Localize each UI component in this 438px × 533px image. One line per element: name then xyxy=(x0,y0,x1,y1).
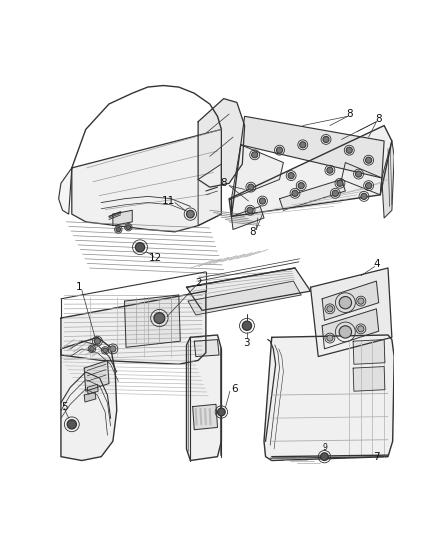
Text: 6: 6 xyxy=(231,384,238,394)
Circle shape xyxy=(110,346,116,352)
Circle shape xyxy=(218,408,225,416)
Circle shape xyxy=(298,182,304,189)
Polygon shape xyxy=(59,168,72,214)
Text: 1: 1 xyxy=(76,282,83,292)
Text: 8: 8 xyxy=(220,179,227,188)
Polygon shape xyxy=(382,141,394,218)
Text: 7: 7 xyxy=(373,451,380,462)
Polygon shape xyxy=(193,405,218,430)
Circle shape xyxy=(67,419,77,429)
Circle shape xyxy=(337,180,343,187)
Polygon shape xyxy=(231,206,264,230)
Circle shape xyxy=(116,227,120,232)
Polygon shape xyxy=(264,335,394,461)
Circle shape xyxy=(259,198,265,204)
Circle shape xyxy=(327,167,333,173)
Polygon shape xyxy=(231,145,283,199)
Circle shape xyxy=(339,296,352,309)
Polygon shape xyxy=(279,180,346,210)
Circle shape xyxy=(358,326,364,332)
Circle shape xyxy=(327,335,333,341)
Text: 9: 9 xyxy=(322,443,327,452)
Circle shape xyxy=(327,306,333,312)
Text: 11: 11 xyxy=(162,196,175,206)
Circle shape xyxy=(248,184,254,190)
Polygon shape xyxy=(241,116,384,178)
Circle shape xyxy=(247,207,253,213)
Circle shape xyxy=(321,453,328,461)
Text: 2: 2 xyxy=(195,278,201,288)
Polygon shape xyxy=(188,281,301,315)
Polygon shape xyxy=(322,281,379,320)
Circle shape xyxy=(361,193,367,199)
Circle shape xyxy=(300,142,306,148)
Polygon shape xyxy=(353,367,385,391)
Circle shape xyxy=(276,147,283,154)
Polygon shape xyxy=(342,163,382,195)
Circle shape xyxy=(356,171,362,177)
Polygon shape xyxy=(72,130,221,232)
Circle shape xyxy=(346,147,352,154)
Circle shape xyxy=(94,338,100,344)
Circle shape xyxy=(154,313,165,324)
Polygon shape xyxy=(229,126,392,216)
Text: 5: 5 xyxy=(61,401,67,411)
Circle shape xyxy=(358,298,364,304)
Circle shape xyxy=(135,243,145,252)
Polygon shape xyxy=(198,99,245,187)
Circle shape xyxy=(187,210,194,218)
Text: 3: 3 xyxy=(244,338,250,348)
Circle shape xyxy=(126,225,131,230)
Polygon shape xyxy=(84,360,109,391)
Polygon shape xyxy=(87,384,98,394)
Polygon shape xyxy=(124,295,180,348)
Circle shape xyxy=(251,152,258,158)
Polygon shape xyxy=(353,340,385,364)
Circle shape xyxy=(332,190,339,196)
Polygon shape xyxy=(198,164,221,225)
Polygon shape xyxy=(311,268,392,357)
Circle shape xyxy=(366,182,372,189)
Text: 8: 8 xyxy=(375,115,382,124)
Polygon shape xyxy=(322,309,379,349)
Polygon shape xyxy=(194,340,219,357)
Circle shape xyxy=(288,173,294,179)
Circle shape xyxy=(242,321,251,330)
Circle shape xyxy=(292,190,298,196)
Circle shape xyxy=(103,348,107,353)
Circle shape xyxy=(90,346,94,351)
Polygon shape xyxy=(84,392,96,402)
Circle shape xyxy=(323,136,329,142)
Text: 8: 8 xyxy=(346,109,353,119)
Polygon shape xyxy=(61,291,206,364)
Polygon shape xyxy=(187,268,311,310)
Polygon shape xyxy=(61,337,117,461)
Circle shape xyxy=(339,326,352,338)
Polygon shape xyxy=(187,335,221,461)
Text: 12: 12 xyxy=(149,253,162,263)
Text: 4: 4 xyxy=(373,259,380,269)
Circle shape xyxy=(366,157,372,163)
Text: 8: 8 xyxy=(249,227,256,237)
Polygon shape xyxy=(113,210,132,225)
